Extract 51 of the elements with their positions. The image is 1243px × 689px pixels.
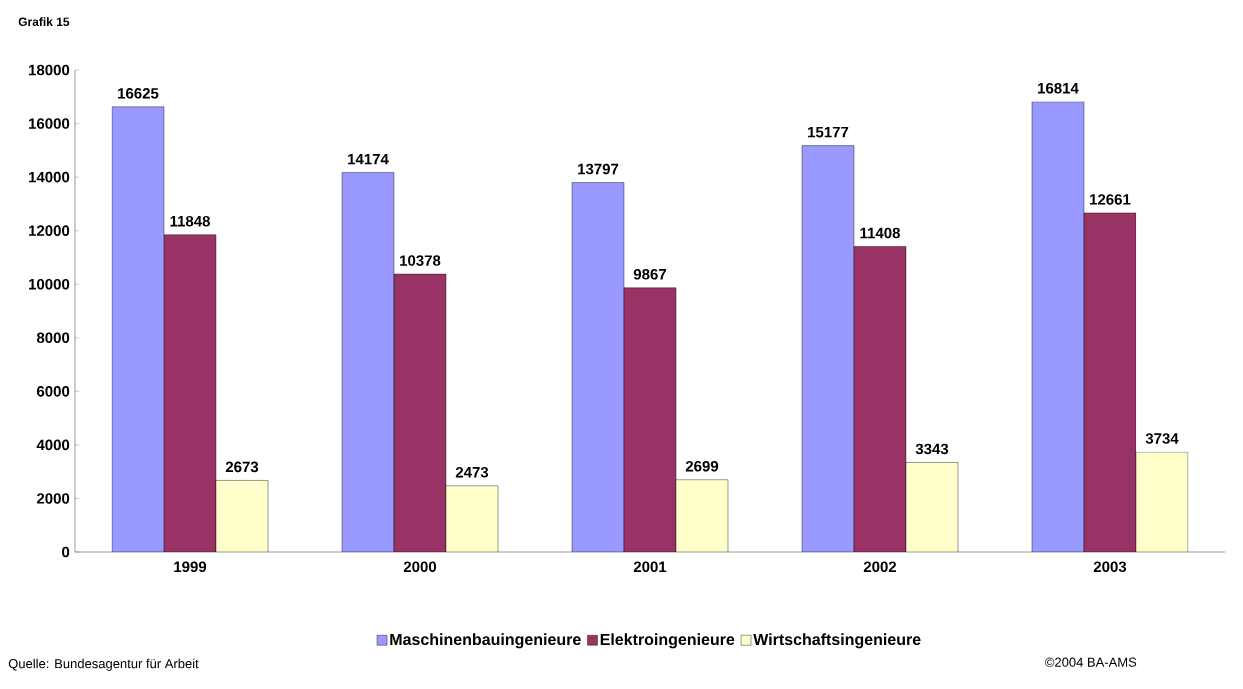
data-label: 16625 — [118, 88, 159, 99]
legend-label: Elektroingenieure — [600, 633, 735, 649]
y-tick-label: 4000 — [36, 439, 70, 451]
data-label: 16814 — [1038, 82, 1079, 94]
x-tick-label: 1999 — [174, 561, 207, 573]
text: Grafik 15 — [18, 17, 70, 26]
y-tick-label: 2000 — [36, 493, 70, 504]
data-label: 9867 — [633, 268, 667, 280]
bar — [112, 106, 164, 552]
bar — [342, 172, 394, 552]
bar — [905, 462, 958, 552]
legend-label: Maschinenbauingenieure — [390, 633, 581, 649]
y-tick-label: 18000 — [29, 64, 70, 76]
y-tick-label: 14000 — [29, 171, 70, 183]
bar — [446, 485, 498, 552]
bar — [1135, 451, 1189, 552]
y-tick-label: 10000 — [29, 278, 70, 290]
bar — [1083, 212, 1137, 552]
x-tick-label: 2000 — [403, 561, 437, 573]
bar — [623, 287, 676, 552]
y-tick-label: 12000 — [29, 225, 70, 236]
bar — [853, 246, 906, 552]
data-label: 13797 — [578, 163, 619, 175]
data-label: 10378 — [400, 255, 441, 266]
data-label: 12661 — [1090, 194, 1131, 205]
bar — [801, 145, 854, 552]
x-tick-label: 2001 — [633, 561, 667, 573]
bar — [216, 480, 268, 552]
data-label: 2673 — [225, 461, 259, 473]
bar — [164, 234, 216, 552]
x-tick-label: 2002 — [863, 561, 897, 573]
y-tick-label: 6000 — [36, 386, 70, 397]
data-label: 3734 — [1145, 433, 1179, 444]
source-note: Quelle: Bundesagentur für Arbeit — [8, 658, 199, 671]
data-label: 11848 — [170, 215, 210, 227]
y-tick-label: 8000 — [36, 332, 70, 344]
bar — [676, 479, 728, 552]
data-label: 2699 — [685, 460, 719, 472]
x-tick-label: 2003 — [1093, 561, 1127, 573]
data-label: 2473 — [455, 466, 489, 478]
y-tick-label: 16000 — [29, 118, 70, 129]
data-label: 14174 — [348, 153, 389, 165]
bar — [571, 182, 624, 552]
y-tick-label: 0 — [62, 546, 70, 558]
bar — [1031, 101, 1085, 552]
legend-label: Wirtschaftsingenieure — [753, 633, 921, 649]
data-label: 3343 — [915, 443, 949, 455]
data-label: 11408 — [860, 227, 900, 239]
bar — [394, 274, 446, 552]
text: ©2004 BA-AMS — [1045, 657, 1137, 667]
data-label: 15177 — [808, 126, 849, 138]
